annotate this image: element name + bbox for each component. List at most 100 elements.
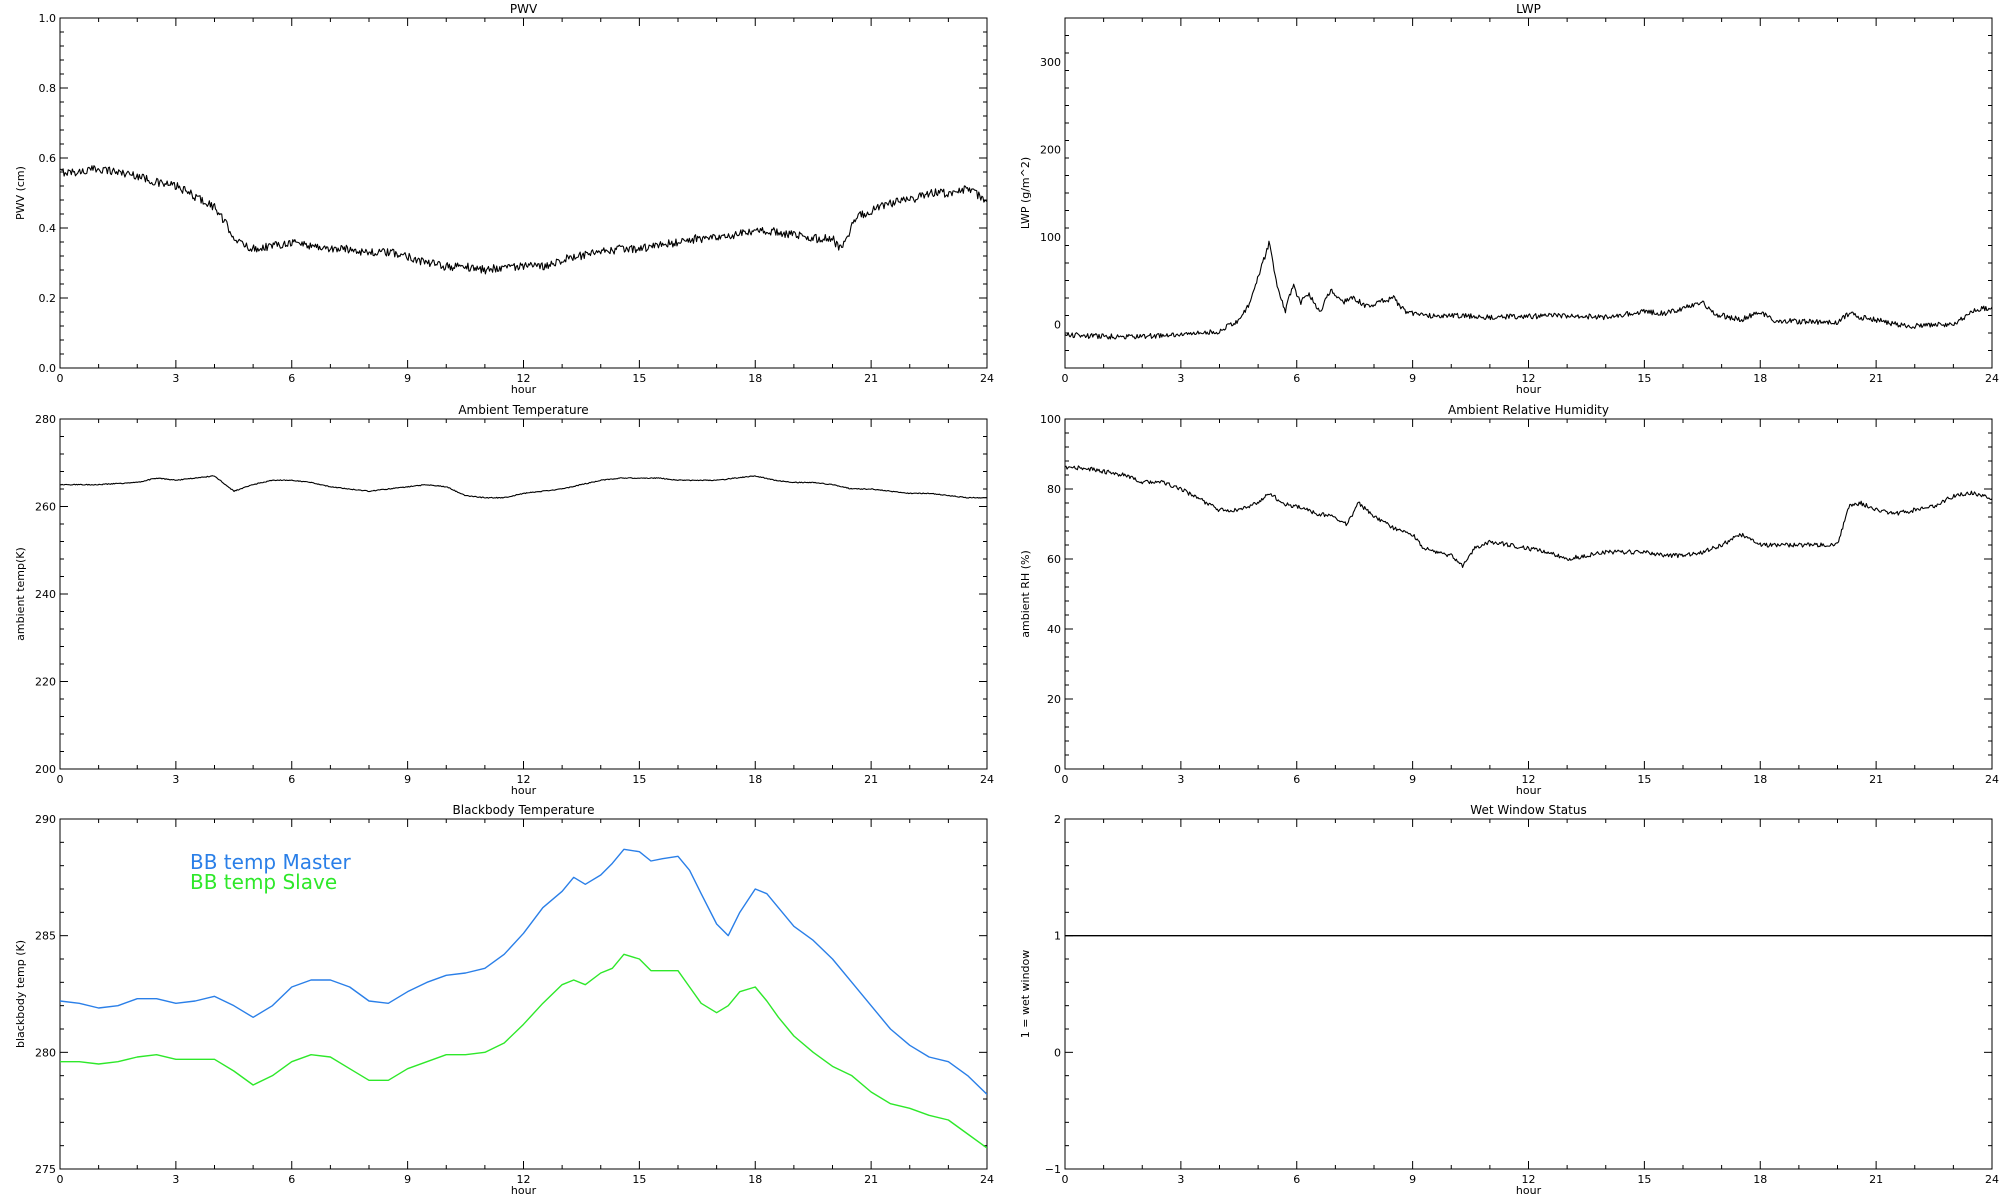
x-tick-label: 3 xyxy=(1177,372,1184,385)
y-tick-label: 60 xyxy=(1047,553,1061,566)
y-tick-label: 0 xyxy=(1054,318,1061,331)
chart-title: PWV xyxy=(510,2,538,16)
y-tick-label: 260 xyxy=(35,501,56,514)
y-tick-label: 280 xyxy=(35,1046,56,1059)
x-tick-label: 24 xyxy=(980,372,994,385)
series-line xyxy=(60,165,987,275)
y-tick-label: 0 xyxy=(1054,763,1061,776)
y-axis-label: LWP (g/m^2) xyxy=(1019,157,1032,229)
chart-title: Wet Window Status xyxy=(1470,803,1586,817)
y-tick-label: 40 xyxy=(1047,623,1061,636)
y-tick-label: 0.0 xyxy=(39,362,57,375)
legend-entry: BB temp Slave xyxy=(190,870,337,894)
x-tick-label: 15 xyxy=(1637,372,1651,385)
y-axis-label: PWV (cm) xyxy=(14,166,27,220)
y-tick-label: 300 xyxy=(1040,56,1061,69)
x-tick-label: 18 xyxy=(748,372,762,385)
x-tick-label: 18 xyxy=(1753,372,1767,385)
x-tick-label: 0 xyxy=(57,372,64,385)
series-line xyxy=(1065,240,1992,340)
plot-frame xyxy=(1064,418,1993,770)
y-axis-label: ambient RH (%) xyxy=(1019,550,1032,638)
y-tick-label: 0.4 xyxy=(39,222,57,235)
y-tick-label: 100 xyxy=(1040,413,1061,426)
x-tick-label: 24 xyxy=(1985,773,1999,786)
x-tick-label: 12 xyxy=(1522,773,1536,786)
y-tick-label: 1 xyxy=(1054,930,1061,943)
y-tick-label: 290 xyxy=(35,813,56,826)
chart-lwp: LWP 0 3 6 9 12 15 18 21 24 hour 0 100 200 300 LWP (g/m^… xyxy=(1019,2,1999,396)
chart-title: Blackbody Temperature xyxy=(453,803,595,817)
x-tick-label: 18 xyxy=(1753,773,1767,786)
y-tick-label: 20 xyxy=(1047,693,1061,706)
y-tick-label: 285 xyxy=(35,930,56,943)
y-tick-label: 0.8 xyxy=(39,82,57,95)
y-tick-label: 1.0 xyxy=(39,12,57,25)
x-tick-label: 0 xyxy=(1062,372,1069,385)
y-tick-label: 240 xyxy=(35,588,56,601)
x-tick-label: 9 xyxy=(404,1173,411,1186)
x-tick-label: 3 xyxy=(1177,773,1184,786)
chart-ambient-rh: Ambient Relative Humidity 0 3 6 9 12 15 18 21 24 h… xyxy=(1019,403,1999,797)
x-tick-label: 18 xyxy=(748,1173,762,1186)
x-tick-label: 21 xyxy=(864,372,878,385)
x-tick-label: 12 xyxy=(517,372,531,385)
x-tick-label: 6 xyxy=(288,1173,295,1186)
x-tick-label: 12 xyxy=(1522,372,1536,385)
x-tick-label: 12 xyxy=(517,1173,531,1186)
x-axis-label: hour xyxy=(1516,784,1542,797)
x-tick-label: 15 xyxy=(632,372,646,385)
y-tick-label: 200 xyxy=(1040,143,1061,156)
x-tick-label: 24 xyxy=(980,773,994,786)
x-tick-label: 3 xyxy=(172,372,179,385)
y-tick-label: 100 xyxy=(1040,231,1061,244)
x-tick-label: 6 xyxy=(1293,773,1300,786)
x-tick-label: 3 xyxy=(1177,1173,1184,1186)
series-line-bb-temp-master xyxy=(60,848,987,1095)
x-axis-label: hour xyxy=(511,784,537,797)
y-tick-label: 200 xyxy=(35,763,56,776)
y-tick-label: 80 xyxy=(1047,483,1061,496)
legend-entry: BB temp Master xyxy=(190,850,352,874)
y-tick-label: 275 xyxy=(35,1163,56,1176)
y-axis-label: blackbody temp (K) xyxy=(14,940,27,1048)
series-line-bb-temp-slave xyxy=(60,953,987,1149)
x-tick-label: 24 xyxy=(1985,372,1999,385)
chart-pwv: PWV 0 3 6 9 12 15 18 21 24 hour 0.0 0.2 0.4 0.6 0.8 1.0 P… xyxy=(14,2,994,396)
x-tick-label: 12 xyxy=(517,773,531,786)
y-tick-label: 2 xyxy=(1054,813,1061,826)
x-tick-label: 0 xyxy=(1062,1173,1069,1186)
plot-frame xyxy=(59,418,988,770)
x-tick-label: 9 xyxy=(1409,372,1416,385)
x-tick-label: 15 xyxy=(632,1173,646,1186)
x-tick-label: 24 xyxy=(980,1173,994,1186)
series-line xyxy=(60,475,987,499)
y-axis-label: ambient temp(K) xyxy=(14,547,27,641)
x-tick-label: 0 xyxy=(57,773,64,786)
x-tick-label: 0 xyxy=(57,1173,64,1186)
x-tick-label: 6 xyxy=(288,773,295,786)
y-tick-label: 0 xyxy=(1054,1046,1061,1059)
x-tick-label: 0 xyxy=(1062,773,1069,786)
chart-title: Ambient Temperature xyxy=(458,403,588,417)
x-tick-label: 24 xyxy=(1985,1173,1999,1186)
x-tick-label: 21 xyxy=(864,773,878,786)
x-tick-label: 21 xyxy=(1869,1173,1883,1186)
x-tick-label: 15 xyxy=(1637,773,1651,786)
plot-frame xyxy=(59,17,988,369)
x-tick-label: 9 xyxy=(1409,773,1416,786)
chart-blackbody-temp: Blackbody Temperature 0 3 6 9 12 15 18 21 24 hour 2… xyxy=(14,803,994,1197)
x-tick-label: 9 xyxy=(1409,1173,1416,1186)
x-axis-label: hour xyxy=(511,383,537,396)
x-tick-label: 18 xyxy=(1753,1173,1767,1186)
x-tick-label: 15 xyxy=(632,773,646,786)
x-tick-label: 6 xyxy=(1293,372,1300,385)
plot-frame xyxy=(1064,818,1993,1170)
x-tick-label: 12 xyxy=(1522,1173,1536,1186)
x-tick-label: 3 xyxy=(172,773,179,786)
y-tick-label: −1 xyxy=(1045,1163,1061,1176)
chart-title: Ambient Relative Humidity xyxy=(1448,403,1609,417)
y-tick-label: 0.2 xyxy=(39,292,57,305)
y-axis-label: 1 = wet window xyxy=(1019,950,1032,1039)
